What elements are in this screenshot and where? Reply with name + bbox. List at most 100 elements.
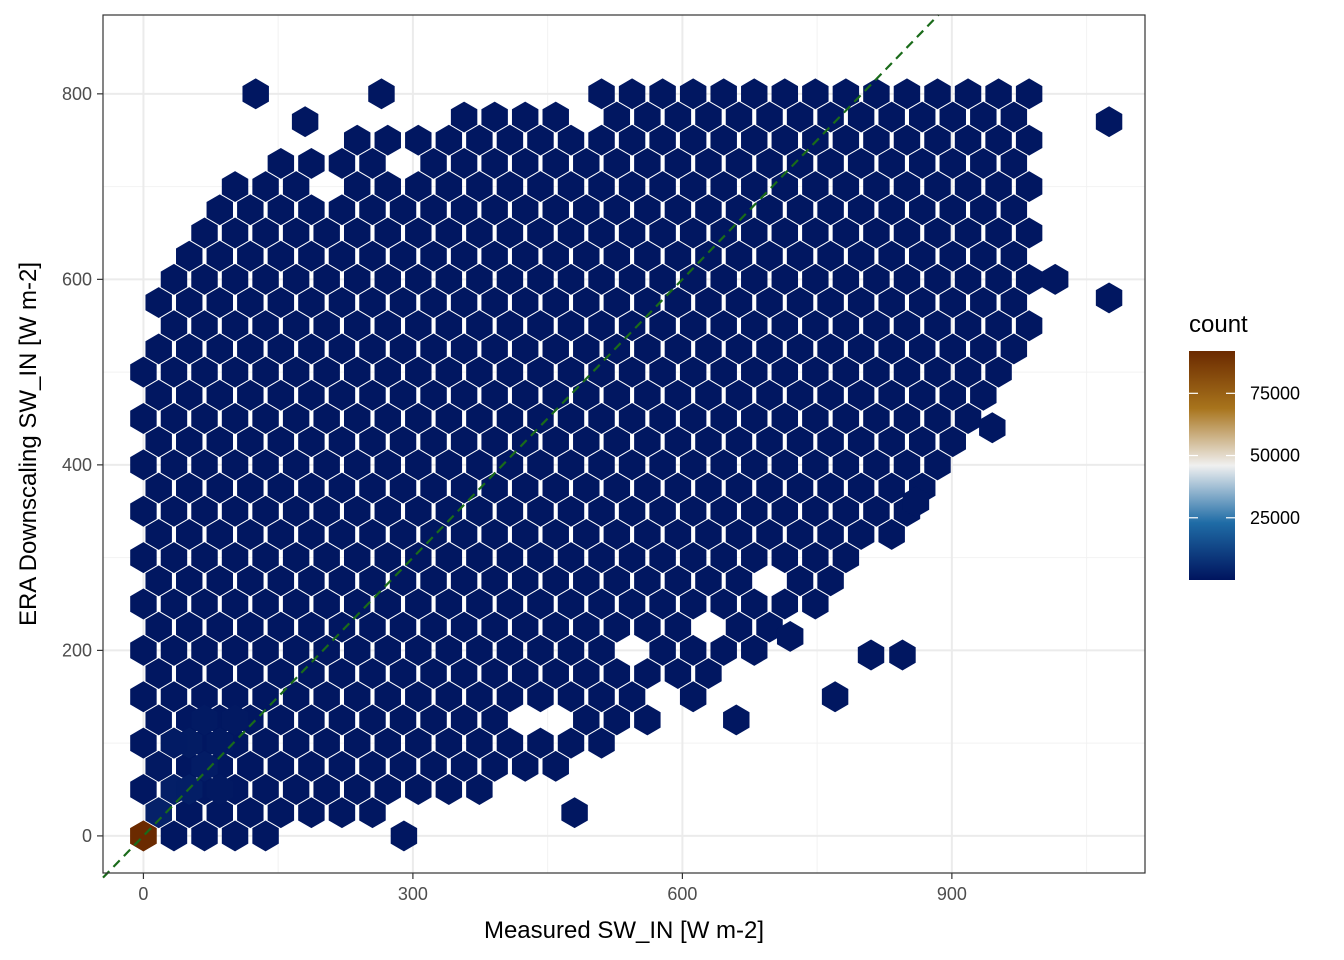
hex-bin <box>542 240 569 272</box>
hex-bin <box>878 472 905 504</box>
hex-bin <box>771 171 799 203</box>
hex-bin <box>221 217 249 249</box>
hex-bin <box>863 495 890 527</box>
hex-bin <box>725 194 753 226</box>
hex-bin <box>343 217 371 249</box>
hex-bin <box>863 403 890 434</box>
hex-bin <box>450 147 478 179</box>
hex-bin <box>496 124 524 156</box>
hex-bin <box>389 518 417 550</box>
hex-bin <box>420 611 447 643</box>
hex-bin <box>573 565 600 597</box>
hex-bin <box>511 287 539 319</box>
hex-bin <box>527 449 554 481</box>
hex-bin <box>374 449 401 481</box>
hex-bin-outlier <box>902 486 930 518</box>
hex-bin <box>847 194 875 226</box>
hex-bin <box>160 681 188 713</box>
hex-bin <box>924 171 951 203</box>
hex-bin <box>909 333 936 365</box>
hex-bin <box>450 704 478 736</box>
hex-bin <box>786 287 814 319</box>
hex-bin <box>191 588 218 620</box>
hex-bin <box>588 588 615 620</box>
hex-bin <box>634 287 661 319</box>
hex-bin <box>970 101 997 133</box>
hex-bin <box>893 78 921 110</box>
hex-bin <box>176 611 203 643</box>
hex-bin <box>802 78 829 110</box>
hex-bin <box>542 147 569 179</box>
hex-bin <box>267 518 295 550</box>
hex-bin <box>298 147 325 179</box>
hex-bin <box>939 240 966 272</box>
hex-bin <box>298 240 325 272</box>
hex-bin <box>176 333 203 365</box>
hex-bin <box>450 240 478 272</box>
hex-bin <box>405 774 432 805</box>
hex-bin <box>389 379 417 411</box>
hex-bin <box>771 542 799 574</box>
hex-bin <box>191 310 218 342</box>
hex-bin <box>603 472 631 504</box>
hex-bin <box>160 403 188 434</box>
hex-bin <box>267 611 295 643</box>
hex-bin <box>176 797 203 829</box>
hex-bin <box>954 78 982 110</box>
y-tick-label: 400 <box>62 455 92 475</box>
hex-bin <box>832 78 860 110</box>
hex-bin <box>511 147 539 179</box>
hex-bin <box>313 727 340 759</box>
hex-bin <box>374 774 401 805</box>
hex-bin <box>710 217 737 249</box>
hex-bin <box>435 681 463 713</box>
hex-bin <box>374 124 401 156</box>
hex-bin <box>725 240 753 272</box>
hex-bin <box>756 194 783 226</box>
hex-bin <box>298 750 325 782</box>
hex-bin <box>237 194 264 226</box>
hex-bin <box>924 356 951 388</box>
hex-bin <box>282 542 310 574</box>
hex-bin <box>847 426 875 458</box>
hex-bin <box>741 263 768 295</box>
hex-bin <box>313 542 340 574</box>
hex-bin <box>634 565 661 597</box>
hex-bin <box>206 379 233 411</box>
hex-bin <box>176 472 203 504</box>
hex-bin <box>481 333 508 365</box>
hex-bin <box>282 171 310 203</box>
hex-bin <box>939 194 966 226</box>
hex-bin <box>466 774 493 805</box>
hex-bin <box>160 356 188 388</box>
hex-bin <box>741 634 768 666</box>
hex-bin <box>786 333 814 365</box>
hex-bin <box>985 124 1012 156</box>
hex-bin <box>435 356 463 388</box>
hex-bin <box>542 658 569 690</box>
hex-bin <box>741 449 768 481</box>
hex-bin <box>359 333 386 365</box>
hex-bin <box>313 634 340 666</box>
hex-bin <box>221 634 249 666</box>
hex-bins <box>130 78 1123 852</box>
hex-bin <box>313 449 340 481</box>
hex-bin <box>405 495 432 527</box>
hex-bin <box>191 217 218 249</box>
hex-bin <box>359 426 386 458</box>
hex-bin <box>863 263 890 295</box>
hex-bin <box>618 403 646 434</box>
hex-bin <box>557 356 585 388</box>
hex-bin <box>954 217 982 249</box>
hex-bin <box>924 449 951 481</box>
hex-bin <box>237 565 264 597</box>
hex-bin <box>313 217 340 249</box>
hex-bin <box>802 217 829 249</box>
hex-bin <box>298 565 325 597</box>
hex-bin <box>145 565 172 597</box>
hex-bin <box>954 124 982 156</box>
hex-bin-dense <box>206 727 233 759</box>
hex-bin <box>985 356 1012 388</box>
legend-colorbar <box>1189 351 1235 580</box>
hex-bin-dense <box>145 797 172 829</box>
